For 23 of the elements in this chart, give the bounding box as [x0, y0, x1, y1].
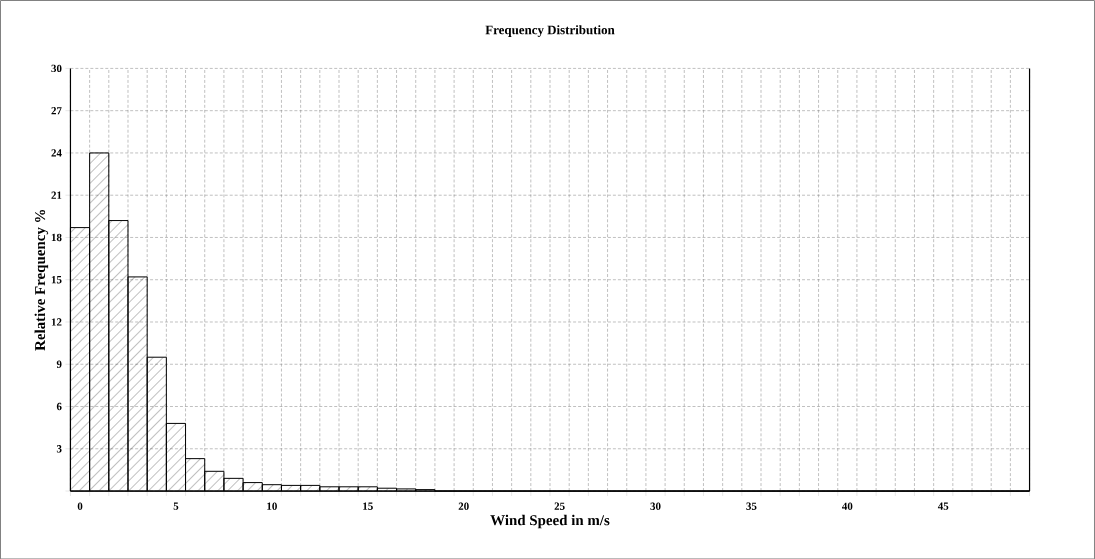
- y-tick-label: 21: [51, 191, 62, 199]
- y-tick-label: 24: [51, 149, 62, 157]
- y-tick-label: 15: [51, 275, 62, 284]
- y-tick-label: 30: [51, 64, 62, 72]
- x-tick-label: 10: [267, 502, 277, 510]
- y-tick-label: 3: [56, 444, 62, 453]
- y-tick-label: 9: [56, 360, 62, 368]
- y-tick-label: 6: [56, 402, 62, 410]
- y-tick-label: 18: [51, 233, 62, 241]
- x-axis-title: Wind Speed in m/s: [490, 514, 610, 529]
- y-axis-title: Relative Frequency %: [34, 209, 49, 351]
- x-tick-label: 25: [554, 502, 565, 510]
- x-tick-label: 30: [650, 502, 661, 510]
- x-tick-label: 0: [77, 502, 83, 510]
- x-tick-label: 5: [173, 502, 179, 510]
- y-tick-label: 27: [51, 106, 62, 115]
- x-tick-label: 20: [458, 502, 469, 510]
- x-tick-label: 45: [937, 502, 949, 510]
- x-tick-label: 35: [746, 502, 757, 510]
- x-tick-label: 15: [363, 502, 373, 510]
- x-tick-label: 40: [842, 502, 853, 510]
- chart-title: Frequency Distribution: [485, 24, 615, 37]
- y-tick-label: 12: [51, 318, 62, 326]
